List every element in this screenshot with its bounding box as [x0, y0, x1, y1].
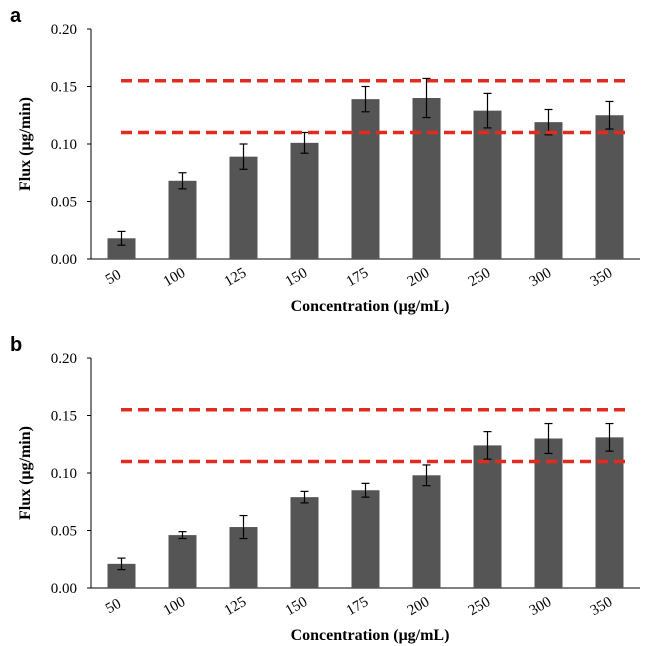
y-tick-label: 0.15 [51, 409, 77, 425]
x-tick-label: 125 [222, 265, 249, 290]
bar [168, 535, 197, 588]
bar [351, 99, 380, 260]
y-tick-label: 0.15 [51, 80, 77, 96]
plot-area-b: 0.00 0.05 0.10 0.15 0.20 50 100 125 150 175 200 250… [51, 351, 640, 619]
bar [290, 142, 319, 259]
x-tick-label: 50 [103, 267, 124, 288]
bar [534, 122, 563, 260]
bar [412, 98, 441, 259]
bar [290, 497, 319, 588]
bar [473, 445, 502, 588]
bar [534, 438, 563, 588]
x-tick-label: 125 [222, 594, 249, 619]
y-axis-title-a: Flux (μg/min) [17, 97, 34, 191]
x-axis-title-b: Concentration (μg/mL) [291, 627, 450, 644]
bar [107, 238, 136, 259]
x-tick-label: 300 [527, 594, 554, 619]
x-tick-label: 350 [588, 265, 615, 290]
x-tick-label: 100 [161, 265, 188, 290]
x-tick-label: 200 [405, 265, 432, 290]
panel-b: b Flux (μg/min) Concentration (μg/mL) 0.… [10, 334, 640, 644]
panel-label-b: b [10, 334, 22, 356]
bar [168, 180, 197, 259]
y-tick-label: 0.10 [51, 137, 77, 153]
plot-area-a: 0.00 0.05 0.10 0.15 0.20 50 100 125 150 175 200 250… [51, 22, 640, 290]
bar [412, 475, 441, 588]
x-tick-label: 50 [103, 596, 124, 617]
x-axis-title-a: Concentration (μg/mL) [291, 298, 450, 315]
y-tick-label: 0.05 [51, 524, 77, 540]
y-tick-label: 0.00 [51, 252, 77, 268]
x-tick-label: 200 [405, 594, 432, 619]
y-axis-title-b: Flux (μg/min) [17, 426, 34, 520]
x-tick-label: 175 [344, 265, 371, 290]
bar [473, 110, 502, 260]
panel-a: a Flux (μg/min) Concentration (μg/mL) 0.… [10, 5, 640, 315]
y-tick-label: 0.20 [51, 351, 77, 367]
x-tick-label: 250 [466, 265, 493, 290]
y-tick-label: 0.10 [51, 466, 77, 482]
bar [595, 115, 624, 259]
x-tick-label: 350 [588, 594, 615, 619]
x-tick-label: 175 [344, 594, 371, 619]
x-tick-label: 300 [527, 265, 554, 290]
bar [351, 490, 380, 588]
x-tick-label: 150 [283, 594, 310, 619]
y-tick-label: 0.05 [51, 195, 77, 211]
x-tick-label: 250 [466, 594, 493, 619]
bar [229, 156, 258, 259]
y-tick-label: 0.20 [51, 22, 77, 38]
x-tick-label: 150 [283, 265, 310, 290]
panel-label-a: a [10, 5, 22, 27]
y-tick-label: 0.00 [51, 581, 77, 597]
x-tick-label: 100 [161, 594, 188, 619]
